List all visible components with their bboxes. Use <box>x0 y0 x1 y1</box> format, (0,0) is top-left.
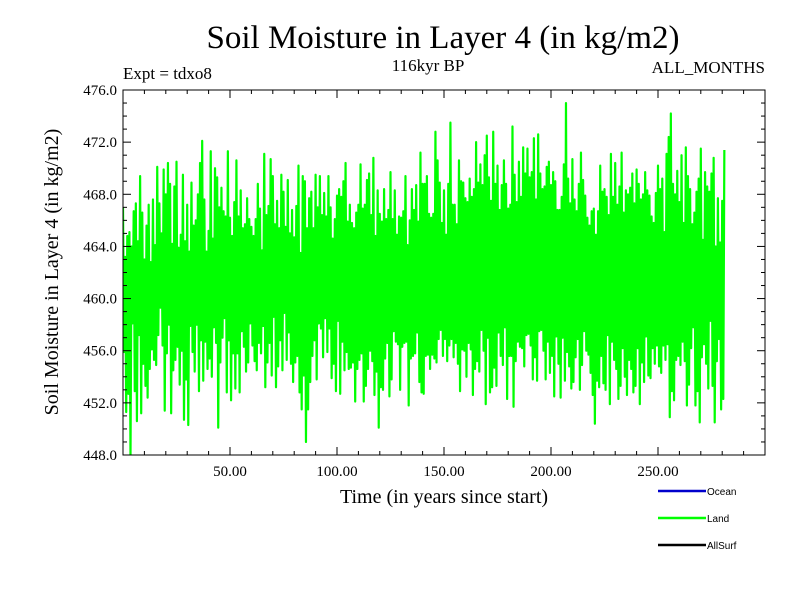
months-label: ALL_MONTHS <box>652 58 765 77</box>
experiment-label: Expt = tdxo8 <box>123 64 212 83</box>
y-tick-label: 464.0 <box>83 239 117 255</box>
y-axis-title: Soil Moisture in Layer 4 (in kg/m2) <box>41 129 63 416</box>
legend-label-land: Land <box>707 514 729 525</box>
legend: Ocean Land AllSurf <box>658 487 737 552</box>
y-tick-label: 456.0 <box>83 344 117 360</box>
plot-area <box>123 101 726 455</box>
y-tick-label: 468.0 <box>83 187 117 203</box>
x-tick-label: 200.00 <box>530 464 571 480</box>
x-tick-label: 250.00 <box>637 464 678 480</box>
series-line-land <box>123 101 726 455</box>
y-tick-label: 472.0 <box>83 135 117 151</box>
legend-label-allsurf: AllSurf <box>707 541 737 552</box>
axes: 50.00 100.00 150.00 200.00 250.00 448.0 452.0 4… <box>83 83 766 480</box>
x-tick-label: 150.00 <box>423 464 464 480</box>
y-tick-label: 460.0 <box>83 292 117 308</box>
y-tick-label: 452.0 <box>83 396 117 412</box>
x-tick-label: 100.00 <box>316 464 357 480</box>
period-label: 116kyr BP <box>392 56 465 75</box>
y-tick-label: 448.0 <box>83 448 117 464</box>
x-tick-label: 50.00 <box>213 464 247 480</box>
legend-label-ocean: Ocean <box>707 487 736 498</box>
x-axis-title: Time (in years since start) <box>340 486 548 508</box>
chart-title: Soil Moisture in Layer 4 (in kg/m2) <box>207 20 680 56</box>
y-tick-label: 476.0 <box>83 83 117 99</box>
